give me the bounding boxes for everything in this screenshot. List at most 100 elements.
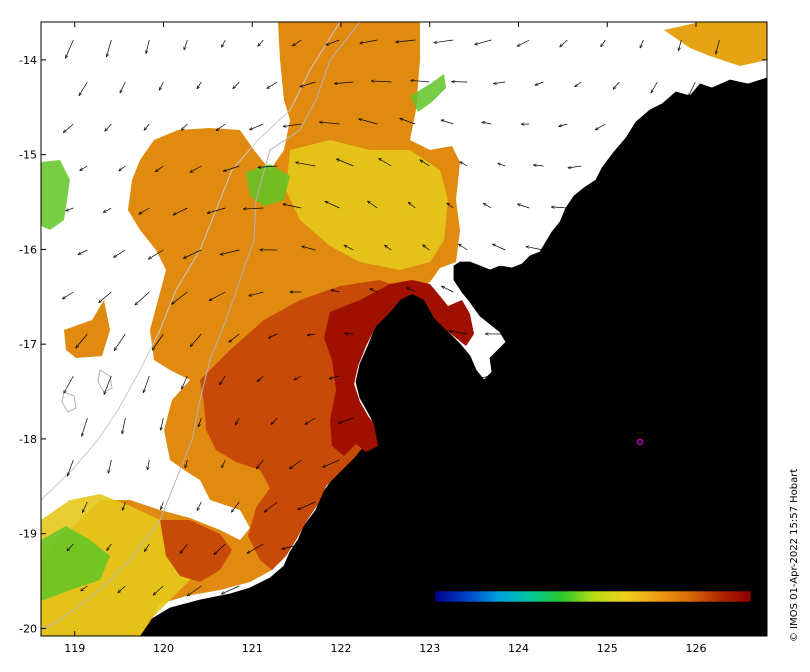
plot-frame — [40, 21, 768, 637]
current-vector — [491, 417, 506, 424]
current-vector — [172, 291, 188, 304]
lat-tick-label: -17 — [19, 338, 37, 351]
current-vector — [107, 543, 112, 551]
lon-tick-label: 124 — [508, 642, 529, 655]
current-vector — [360, 39, 378, 43]
current-vector — [562, 250, 582, 251]
current-vector — [526, 247, 544, 251]
current-vector — [533, 165, 544, 166]
current-vector — [161, 417, 164, 430]
current-vector — [214, 543, 226, 555]
current-vector — [367, 201, 378, 209]
current-vector — [361, 542, 378, 545]
lat-tick-label: -20 — [19, 622, 37, 635]
current-vector — [282, 543, 302, 549]
current-vector — [222, 459, 226, 468]
current-vector — [548, 291, 568, 295]
current-vector — [567, 333, 582, 342]
current-vector — [122, 417, 126, 434]
current-vector — [556, 543, 568, 549]
timestamp-label: 29-Mar-2022 20Z — [641, 208, 736, 221]
current-vector — [494, 82, 506, 84]
current-vector — [63, 291, 74, 299]
current-vector — [319, 122, 340, 125]
current-vector — [216, 123, 226, 131]
current-vector — [290, 459, 302, 469]
current-vector — [103, 207, 112, 212]
current-vector — [283, 123, 302, 126]
current-vector — [525, 333, 544, 338]
current-vector — [693, 417, 696, 430]
current-vector — [423, 245, 430, 251]
current-vector — [434, 376, 454, 377]
current-vector — [294, 375, 302, 380]
current-vector — [713, 291, 720, 298]
current-vector — [81, 585, 88, 591]
current-vector — [396, 39, 416, 42]
current-vector — [651, 333, 658, 342]
current-vector — [258, 585, 278, 589]
current-vector — [716, 459, 720, 478]
current-vector — [185, 459, 188, 468]
current-vector — [76, 333, 88, 348]
current-vector — [363, 376, 378, 377]
current-vector — [249, 123, 264, 130]
lon-tick-label: 121 — [242, 642, 263, 655]
current-vector — [334, 501, 354, 506]
current-vector — [221, 39, 226, 47]
current-vector — [460, 583, 468, 587]
current-vector — [482, 122, 492, 124]
sst-orange-ne-patch — [664, 22, 767, 66]
lat-tick-label: -14 — [19, 54, 37, 67]
current-vector — [370, 289, 378, 293]
current-vector — [305, 417, 316, 424]
current-vector — [197, 501, 202, 510]
current-vector — [449, 331, 468, 335]
current-vector — [410, 417, 430, 421]
current-vector — [420, 160, 430, 167]
current-vector — [709, 543, 720, 560]
current-vector — [323, 459, 340, 467]
current-vector — [292, 39, 302, 46]
current-vector — [593, 543, 606, 554]
lon-tick-label: 119 — [64, 642, 85, 655]
current-vector — [209, 291, 226, 301]
current-vector — [135, 291, 150, 305]
current-vector — [551, 207, 568, 208]
current-vector — [678, 375, 682, 384]
current-vector — [99, 291, 112, 303]
current-vector — [556, 375, 568, 384]
current-vector — [396, 459, 416, 463]
colorbar-tick-label: 30 — [636, 607, 648, 617]
current-vector — [535, 81, 544, 85]
current-vector — [449, 417, 468, 422]
sst-deep-red-coastal — [324, 280, 474, 456]
bathymetry-seamount-sw — [61, 391, 77, 413]
current-vector — [601, 39, 606, 47]
current-vector — [688, 81, 696, 97]
current-vector — [298, 585, 316, 586]
sst-orange-west-patch — [64, 300, 110, 358]
current-vector — [562, 459, 568, 466]
current-vector — [472, 375, 492, 379]
current-vector — [639, 375, 644, 383]
current-vector — [726, 501, 734, 521]
current-vector — [67, 543, 74, 551]
sst-green-patch-west — [41, 160, 70, 230]
current-vector — [631, 543, 644, 558]
current-vector — [408, 202, 416, 209]
current-vector — [139, 207, 150, 214]
current-vector — [67, 459, 74, 476]
current-product-label: NRT00 GSL — [641, 282, 703, 295]
current-vector — [258, 166, 278, 167]
current-vector — [118, 585, 126, 593]
sst-red-orange-south — [160, 520, 232, 582]
colorbar-tick-label: 29 — [575, 607, 587, 617]
current-vector — [517, 39, 530, 46]
current-vector — [231, 501, 240, 512]
current-vector — [373, 502, 392, 503]
current-vector — [221, 585, 240, 594]
current-vector — [79, 81, 88, 96]
current-vector — [483, 543, 492, 544]
current-vector — [678, 459, 682, 475]
